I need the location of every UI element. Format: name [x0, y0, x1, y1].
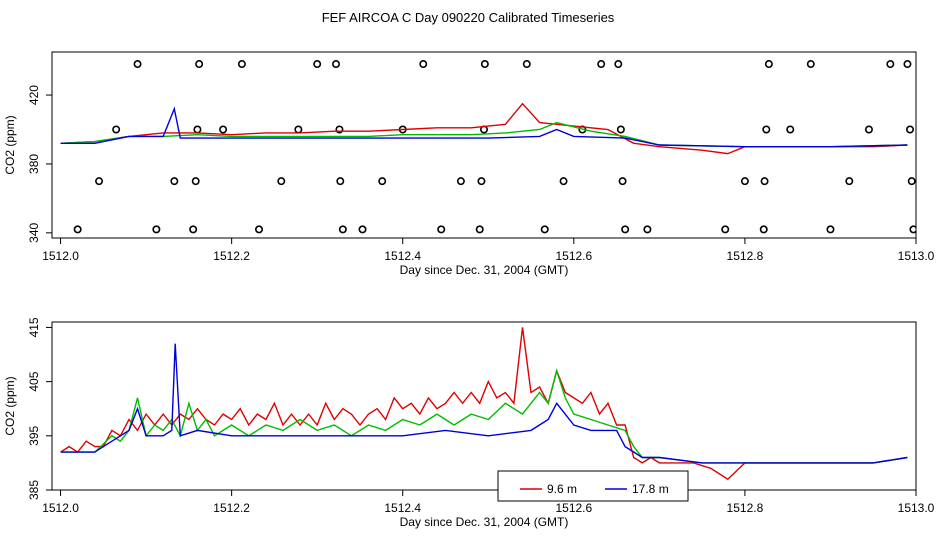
x-tick-label: 1512.4 [384, 249, 421, 263]
x-tick-label: 1512.4 [384, 501, 421, 515]
y-tick-label: 415 [27, 317, 41, 337]
data-point [313, 60, 322, 69]
x-tick-label: 1512.8 [727, 501, 764, 515]
legend-box [497, 470, 689, 502]
data-point [191, 177, 200, 186]
x-tick-label: 1512.6 [555, 501, 592, 515]
x-tick-label: 1512.2 [213, 501, 250, 515]
data-point [721, 225, 730, 234]
data-point [170, 177, 179, 186]
y-axis-label: CO2 (ppm) [3, 376, 17, 435]
data-point [597, 60, 606, 69]
data-point [255, 225, 264, 234]
x-tick-label: 1513.0 [898, 249, 935, 263]
plot-area [60, 327, 908, 481]
top-panel: 1512.0 1512.2 1512.4 1512.6 1512.8 1513.0 340 3… [3, 51, 935, 277]
series-line [60, 343, 908, 464]
data-point [759, 225, 768, 234]
data-point [906, 125, 915, 134]
x-tick-label: 1513.0 [898, 501, 935, 515]
series-line [60, 368, 908, 464]
x-axis-label: Day since Dec. 31, 2004 (GMT) [400, 515, 569, 529]
y-tick-label: 420 [27, 85, 41, 105]
data-point [237, 60, 246, 69]
data-point [764, 60, 773, 69]
data-point [522, 60, 531, 69]
data-point [643, 225, 652, 234]
data-point [614, 60, 623, 69]
data-point [762, 125, 771, 134]
x-tick-label: 1512.6 [555, 249, 592, 263]
legend-label: 9.6 m [547, 482, 577, 496]
data-point [294, 125, 303, 134]
data-point [559, 177, 568, 186]
data-point [195, 60, 204, 69]
data-point [618, 177, 627, 186]
data-point [456, 177, 465, 186]
data-point [277, 177, 286, 186]
y-axis-label: CO2 (ppm) [3, 115, 17, 174]
data-point [903, 60, 912, 69]
data-point [477, 177, 486, 186]
data-point [616, 125, 625, 134]
bottom-panel: 1512.0 1512.2 1512.4 1512.6 1512.8 1513.0 385 3… [3, 317, 935, 529]
data-point [133, 60, 142, 69]
plot-frame [51, 321, 917, 491]
y-tick-label: 385 [27, 480, 41, 500]
data-point [437, 225, 446, 234]
data-point [378, 177, 387, 186]
data-point [760, 177, 769, 186]
data-point [335, 125, 344, 134]
data-point [806, 60, 815, 69]
data-point [338, 225, 347, 234]
series-line [60, 106, 908, 148]
data-point [95, 177, 104, 186]
data-point [332, 60, 341, 69]
data-point [189, 225, 198, 234]
data-point [73, 225, 82, 234]
data-point [112, 125, 121, 134]
data-point [740, 177, 749, 186]
data-point [907, 177, 916, 186]
data-point [826, 225, 835, 234]
data-point [219, 125, 228, 134]
plot-area [60, 60, 916, 234]
data-point [886, 60, 895, 69]
data-point [152, 225, 161, 234]
data-point [336, 177, 345, 186]
data-point [909, 225, 916, 234]
x-tick-label: 1512.0 [42, 501, 79, 515]
data-point [786, 125, 795, 134]
legend-label: 17.8 m [632, 482, 669, 496]
y-tick-label: 380 [27, 154, 41, 174]
y-tick-label: 395 [27, 425, 41, 445]
x-tick-label: 1512.2 [213, 249, 250, 263]
data-point [475, 225, 484, 234]
plot-frame [51, 51, 917, 239]
series-line [60, 327, 908, 481]
data-point [540, 225, 549, 234]
series-line [60, 102, 908, 155]
data-point [419, 60, 428, 69]
y-tick-label: 340 [27, 223, 41, 243]
x-axis-label: Day since Dec. 31, 2004 (GMT) [400, 263, 569, 277]
y-tick-label: 405 [27, 371, 41, 391]
data-point [845, 177, 854, 186]
x-tick-label: 1512.8 [727, 249, 764, 263]
data-point [358, 225, 367, 234]
data-point [480, 60, 489, 69]
legend: 9.6 m 17.8 m [497, 470, 689, 502]
data-point [621, 225, 630, 234]
x-tick-label: 1512.0 [42, 249, 79, 263]
data-point [864, 125, 873, 134]
figure-title: FEF AIRCOA C Day 090220 Calibrated Times… [322, 10, 615, 25]
data-point [193, 125, 202, 134]
